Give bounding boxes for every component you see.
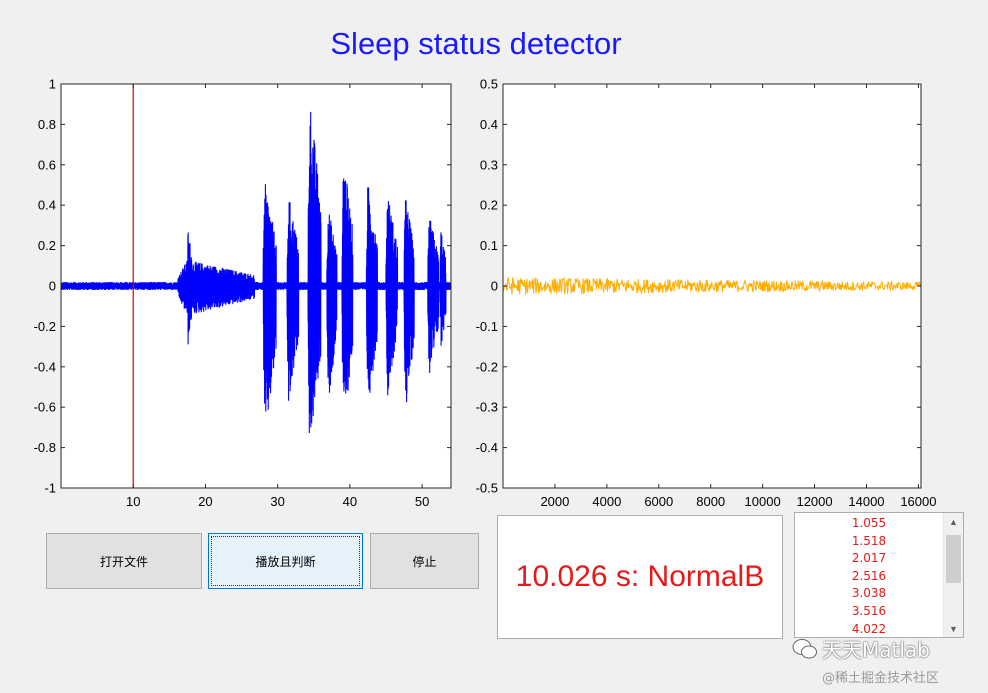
feature-ytick-label: -0.2 (476, 359, 498, 374)
feature-ytick-label: -0.5 (476, 481, 498, 496)
feature-xtick-label: 2000 (540, 494, 569, 509)
watermark-text: 天天Matlab (822, 638, 930, 662)
watermark-sub: @稀土掘金技术社区 (822, 671, 940, 686)
listbox-scrollbar[interactable]: ▲ ▼ (943, 513, 963, 637)
waveform-series (60, 111, 452, 434)
wechat-icon (792, 638, 817, 658)
scroll-up-icon[interactable]: ▲ (949, 516, 958, 527)
waveform-ytick-label: -1 (44, 481, 56, 496)
waveform-ytick-label: 0 (49, 279, 56, 294)
list-item[interactable]: 1.518 (851, 533, 887, 548)
feature-xtick-label: 12000 (796, 494, 832, 509)
feature-ytick-label: 0 (491, 279, 498, 294)
play-and-judge-label: 播放且判断 (255, 554, 316, 569)
feature-xtick-label: 10000 (745, 494, 781, 509)
feature-ytick-label: -0.1 (476, 319, 498, 334)
focus-rectangle (211, 536, 360, 586)
list-item[interactable]: 3.038 (851, 586, 887, 601)
time-list: 1.0551.5182.0172.5163.0383.5164.0224.528… (795, 513, 943, 637)
waveform-xtick-label: 40 (343, 494, 357, 509)
time-listbox[interactable]: 1.0551.5182.0172.5163.0383.5164.0224.528… (794, 512, 964, 638)
feature-xtick-label: 4000 (592, 494, 621, 509)
feature-xtick-label: 14000 (848, 494, 884, 509)
list-item[interactable]: 4.022 (851, 621, 887, 636)
waveform-xtick-label: 20 (198, 494, 212, 509)
list-item[interactable]: 2.516 (851, 568, 887, 583)
waveform-ytick-label: 0.2 (38, 238, 56, 253)
list-item[interactable]: 3.516 (851, 603, 887, 618)
feature-xtick-label: 16000 (900, 494, 936, 509)
app-title: Sleep status detector (330, 26, 622, 61)
feature-ytick-label: -0.3 (476, 400, 498, 415)
feature-ytick-label: 0.4 (480, 117, 498, 132)
waveform-ytick-label: 0.6 (38, 157, 56, 172)
waveform-ytick-label: -0.6 (34, 400, 56, 415)
scroll-down-icon[interactable]: ▼ (949, 623, 958, 634)
waveform-ytick-label: 1 (49, 77, 56, 92)
play-and-judge-button[interactable]: 播放且判断 (208, 533, 363, 589)
scroll-thumb[interactable] (946, 535, 961, 583)
feature-ytick-label: 0.2 (480, 198, 498, 213)
stop-button[interactable]: 停止 (370, 533, 479, 589)
feature-xtick-label: 6000 (644, 494, 673, 509)
waveform-ytick-label: -0.2 (34, 319, 56, 334)
result-display: 10.026 s: NormalB (497, 515, 783, 639)
waveform-xtick-label: 50 (415, 494, 429, 509)
open-file-button[interactable]: 打开文件 (46, 533, 202, 589)
watermark-badge: 天天Matlab (792, 634, 930, 663)
waveform-ytick-label: -0.8 (34, 440, 56, 455)
waveform-ytick-label: 0.8 (38, 117, 56, 132)
feature-ytick-label: 0.3 (480, 157, 498, 172)
feature-ytick-label: 0.5 (480, 77, 498, 92)
waveform-xtick-label: 30 (270, 494, 284, 509)
list-item[interactable]: 1.055 (851, 516, 887, 530)
waveform-ytick-label: -0.4 (34, 359, 56, 374)
list-item[interactable]: 2.017 (851, 551, 887, 566)
feature-ytick-label: -0.4 (476, 440, 498, 455)
result-text: 10.026 s: NormalB (515, 560, 765, 593)
waveform-ytick-label: 0.4 (38, 198, 56, 213)
feature-series (502, 276, 922, 295)
feature-xtick-label: 8000 (696, 494, 725, 509)
waveform-xtick-label: 10 (126, 494, 140, 509)
feature-ytick-label: 0.1 (480, 238, 498, 253)
